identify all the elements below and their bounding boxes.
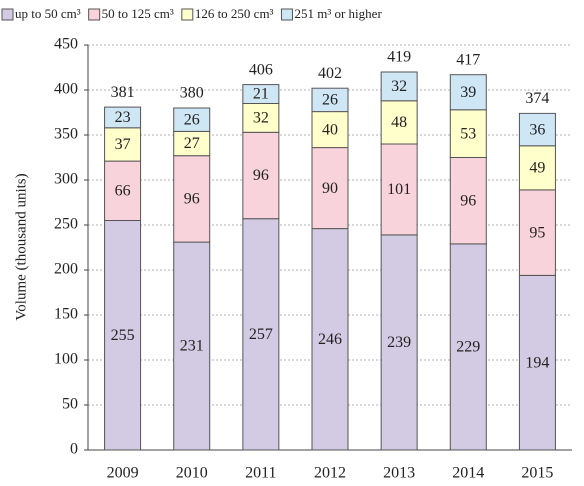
x-tick-label: 2014 [452,465,484,482]
y-tick-label: 250 [54,216,78,233]
bar-segment [449,74,487,111]
y-tick-label: 150 [54,306,78,323]
y-tick-label: 50 [62,396,78,413]
data-label: 23 [115,109,131,126]
y-tick-label: 400 [54,81,78,98]
data-label: 257 [249,326,273,343]
total-label: 406 [249,61,273,78]
bar-segment [173,130,211,157]
data-label: 231 [180,338,204,355]
legend-label: 50 to 125 cm³ [102,6,174,21]
bar-segment [311,147,349,230]
data-label: 36 [529,121,545,138]
data-label: 66 [115,182,131,199]
bar-segment [242,131,280,220]
bar-segment [104,106,142,129]
data-label: 96 [184,191,200,208]
y-tick-label: 0 [70,441,78,458]
bar-segment [518,189,556,276]
y-tick-label: 450 [54,36,78,53]
y-tick-label: 300 [54,171,78,188]
data-label: 37 [115,136,131,153]
total-label: 381 [111,84,135,101]
data-label: 32 [391,78,407,95]
bar-segment [173,155,211,243]
total-label: 417 [456,51,480,68]
bar-segment [311,87,349,113]
bar-segment [380,100,418,145]
legend-label: 126 to 250 cm³ [195,6,274,21]
bar-segment [311,228,349,451]
bar-segment [518,112,556,147]
legend-swatch [88,8,101,21]
data-label: 26 [184,111,200,128]
data-label: 101 [387,181,411,198]
bar-segment [173,107,211,132]
data-label: 26 [322,92,338,109]
data-label: 40 [322,121,338,138]
data-label: 48 [391,114,407,131]
legend-label: up to 50 cm³ [15,6,81,21]
x-tick-label: 2009 [107,465,139,482]
x-tick-label: 2015 [521,465,553,482]
data-label: 49 [529,160,545,177]
y-tick-label: 350 [54,126,78,143]
total-label: 380 [180,85,204,102]
bar-segment [380,234,418,451]
x-tick-label: 2010 [176,465,208,482]
legend-label: 251 m³ or higher [294,6,382,21]
data-label: 96 [253,167,269,184]
bar-segment [380,143,418,236]
data-label: 90 [322,180,338,197]
legend-swatch [1,8,14,21]
x-tick-label: 2013 [383,465,415,482]
bar-segment [242,218,280,451]
total-label: 402 [318,65,342,82]
x-tick-label: 2012 [314,465,346,482]
bar-segment [242,84,280,104]
total-label: 374 [525,90,549,107]
data-label: 255 [111,327,135,344]
legend-swatch [280,8,293,21]
data-label: 246 [318,331,342,348]
y-tick-label: 100 [54,351,78,368]
total-label: 419 [387,49,411,66]
bar-segment [311,111,349,149]
y-axis-label: Volume (thousand units) [13,173,29,320]
data-label: 53 [460,125,476,142]
data-label: 239 [387,334,411,351]
x-tick-label: 2011 [245,465,276,482]
data-label: 39 [460,84,476,101]
y-tick-label: 200 [54,261,78,278]
data-label: 32 [253,110,269,127]
bar-segment [242,103,280,133]
bar-segment [449,157,487,245]
data-label: 229 [456,339,480,356]
data-label: 21 [253,86,269,103]
legend-swatch [181,8,194,21]
data-label: 95 [529,224,545,241]
bar-segment [518,274,556,451]
bar-segment [380,71,418,102]
data-label: 194 [525,354,549,371]
data-label: 96 [460,192,476,209]
data-label: 27 [184,135,200,152]
